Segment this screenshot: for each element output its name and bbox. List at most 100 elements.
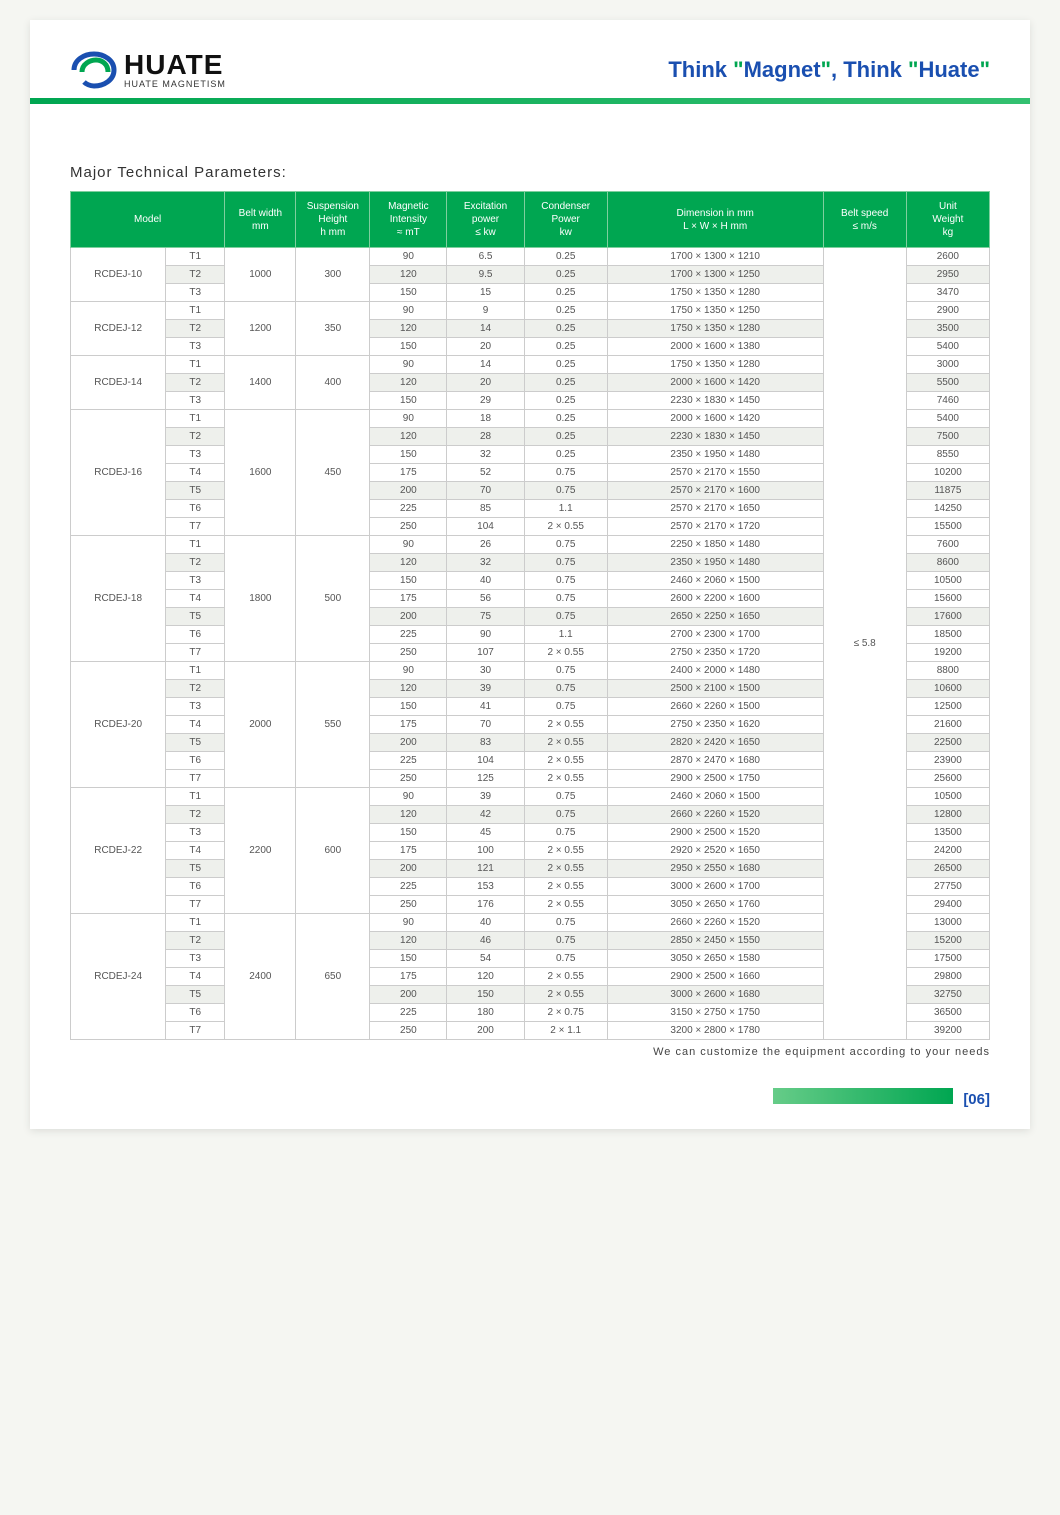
data-cell: 2 × 0.55 xyxy=(524,752,607,770)
table-header-cell: CondenserPowerkw xyxy=(524,192,607,248)
model-cell: RCDEJ-24 xyxy=(71,914,166,1040)
tier-cell: T6 xyxy=(166,1004,225,1022)
data-cell: 175 xyxy=(370,842,447,860)
data-cell: 2600 × 2200 × 1600 xyxy=(607,590,823,608)
data-cell: 2570 × 2170 × 1550 xyxy=(607,464,823,482)
data-cell: 250 xyxy=(370,518,447,536)
data-cell: 0.25 xyxy=(524,446,607,464)
tier-cell: T3 xyxy=(166,572,225,590)
data-cell: 250 xyxy=(370,1022,447,1040)
data-cell: 90 xyxy=(370,788,447,806)
data-cell: 52 xyxy=(447,464,524,482)
weight-cell: 7500 xyxy=(906,428,989,446)
data-cell: 121 xyxy=(447,860,524,878)
data-cell: 120 xyxy=(370,680,447,698)
belt-width-cell: 1200 xyxy=(225,302,296,356)
footer-note: We can customize the equipment according… xyxy=(70,1046,990,1058)
data-cell: 6.5 xyxy=(447,248,524,266)
data-cell: 46 xyxy=(447,932,524,950)
data-cell: 2750 × 2350 × 1620 xyxy=(607,716,823,734)
weight-cell: 10500 xyxy=(906,788,989,806)
weight-cell: 3500 xyxy=(906,320,989,338)
data-cell: 9.5 xyxy=(447,266,524,284)
tier-cell: T1 xyxy=(166,356,225,374)
data-cell: 120 xyxy=(370,374,447,392)
data-cell: 0.25 xyxy=(524,320,607,338)
data-cell: 20 xyxy=(447,338,524,356)
data-cell: 90 xyxy=(370,662,447,680)
data-cell: 0.25 xyxy=(524,338,607,356)
data-cell: 2 × 0.55 xyxy=(524,644,607,662)
tier-cell: T6 xyxy=(166,626,225,644)
data-cell: 200 xyxy=(370,734,447,752)
tier-cell: T4 xyxy=(166,590,225,608)
data-cell: 2820 × 2420 × 1650 xyxy=(607,734,823,752)
weight-cell: 12500 xyxy=(906,698,989,716)
data-cell: 56 xyxy=(447,590,524,608)
data-cell: 250 xyxy=(370,896,447,914)
data-cell: 2 × 0.55 xyxy=(524,896,607,914)
data-cell: 2950 × 2550 × 1680 xyxy=(607,860,823,878)
weight-cell: 32750 xyxy=(906,986,989,1004)
data-cell: 120 xyxy=(370,554,447,572)
suspension-cell: 650 xyxy=(296,914,370,1040)
weight-cell: 2900 xyxy=(906,302,989,320)
data-cell: 0.75 xyxy=(524,914,607,932)
data-cell: 1.1 xyxy=(524,500,607,518)
data-cell: 200 xyxy=(370,986,447,1004)
weight-cell: 10200 xyxy=(906,464,989,482)
belt-width-cell: 2400 xyxy=(225,914,296,1040)
weight-cell: 5500 xyxy=(906,374,989,392)
table-header-cell: Model xyxy=(71,192,225,248)
data-cell: 2 × 0.55 xyxy=(524,734,607,752)
data-cell: 0.75 xyxy=(524,590,607,608)
data-cell: 2250 × 1850 × 1480 xyxy=(607,536,823,554)
data-cell: 1750 × 1350 × 1250 xyxy=(607,302,823,320)
brand-subtitle: HUATE MAGNETISM xyxy=(124,79,226,89)
suspension-cell: 450 xyxy=(296,410,370,536)
data-cell: 32 xyxy=(447,554,524,572)
data-cell: 150 xyxy=(370,572,447,590)
data-cell: 2 × 0.55 xyxy=(524,518,607,536)
belt-width-cell: 1800 xyxy=(225,536,296,662)
data-cell: 2230 × 1830 × 1450 xyxy=(607,392,823,410)
weight-cell: 3000 xyxy=(906,356,989,374)
data-cell: 90 xyxy=(370,248,447,266)
data-cell: 2660 × 2260 × 1520 xyxy=(607,914,823,932)
tier-cell: T1 xyxy=(166,302,225,320)
table-header: ModelBelt widthmmSuspensionHeighth mmMag… xyxy=(71,192,990,248)
tier-cell: T2 xyxy=(166,428,225,446)
tier-cell: T2 xyxy=(166,374,225,392)
data-cell: 0.75 xyxy=(524,698,607,716)
data-cell: 2460 × 2060 × 1500 xyxy=(607,572,823,590)
weight-cell: 13500 xyxy=(906,824,989,842)
weight-cell: 14250 xyxy=(906,500,989,518)
data-cell: 29 xyxy=(447,392,524,410)
tier-cell: T1 xyxy=(166,410,225,428)
data-cell: 0.75 xyxy=(524,824,607,842)
weight-cell: 8550 xyxy=(906,446,989,464)
data-cell: 2 × 0.75 xyxy=(524,1004,607,1022)
tier-cell: T3 xyxy=(166,338,225,356)
data-cell: 0.25 xyxy=(524,266,607,284)
belt-width-cell: 1600 xyxy=(225,410,296,536)
model-cell: RCDEJ-20 xyxy=(71,662,166,788)
data-cell: 250 xyxy=(370,770,447,788)
data-cell: 0.75 xyxy=(524,950,607,968)
data-cell: 2 × 0.55 xyxy=(524,860,607,878)
data-cell: 200 xyxy=(447,1022,524,1040)
data-cell: 90 xyxy=(370,410,447,428)
model-cell: RCDEJ-14 xyxy=(71,356,166,410)
data-cell: 85 xyxy=(447,500,524,518)
data-cell: 90 xyxy=(447,626,524,644)
data-cell: 225 xyxy=(370,1004,447,1022)
tier-cell: T1 xyxy=(166,914,225,932)
data-cell: 14 xyxy=(447,356,524,374)
weight-cell: 26500 xyxy=(906,860,989,878)
weight-cell: 24200 xyxy=(906,842,989,860)
data-cell: 15 xyxy=(447,284,524,302)
data-cell: 90 xyxy=(370,536,447,554)
data-cell: 2570 × 2170 × 1600 xyxy=(607,482,823,500)
data-cell: 2 × 0.55 xyxy=(524,968,607,986)
data-cell: 0.25 xyxy=(524,284,607,302)
